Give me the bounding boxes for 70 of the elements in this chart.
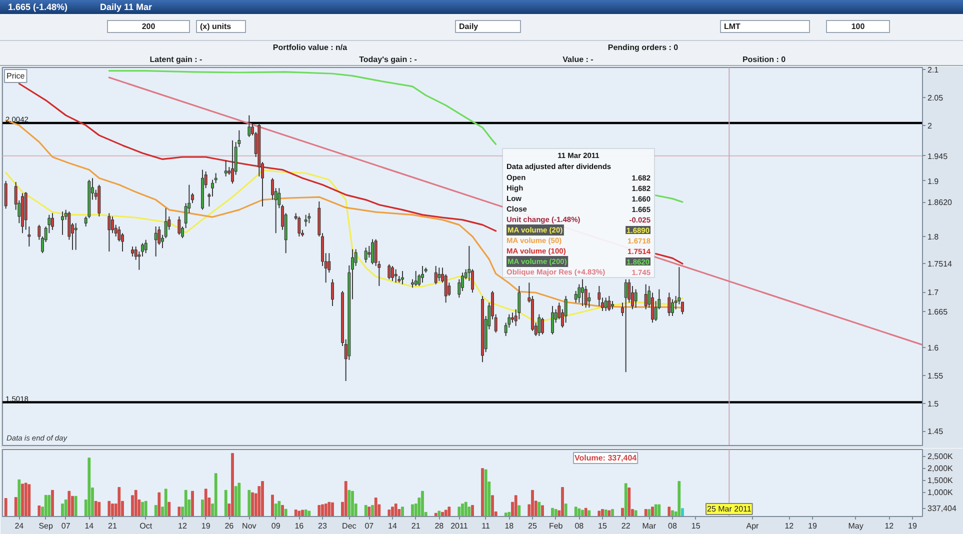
y-tick-label: 1,000K bbox=[928, 488, 954, 498]
x-tick-label: May bbox=[848, 522, 864, 530]
y-tick-label: 1.8 bbox=[928, 232, 940, 242]
x-tick-label: 25 bbox=[528, 522, 538, 530]
text: (x) units bbox=[196, 20, 246, 33]
y-tick-label: 2 bbox=[928, 121, 932, 130]
x-tick-label: 11 bbox=[482, 522, 491, 530]
y-tick-label: 1.7 bbox=[928, 288, 940, 298]
x-tick-label: 16 bbox=[294, 522, 304, 530]
text: Value : - bbox=[562, 55, 594, 65]
x-tick-label: 23 bbox=[318, 522, 328, 530]
x-tick-label: 14 bbox=[84, 522, 94, 530]
ref-line-label: 25 Mar 2011 bbox=[707, 504, 752, 514]
x-tick-label: 08 bbox=[668, 522, 678, 530]
x-tick-label: 08 bbox=[574, 522, 584, 530]
text: Daily 11 Mar bbox=[100, 1, 152, 13]
text: Daily bbox=[455, 20, 521, 33]
x-tick-label: 12 bbox=[178, 522, 188, 530]
x-tick-label: 14 bbox=[388, 522, 398, 530]
text: Portfolio value : n/a bbox=[272, 43, 348, 53]
x-tick-label: 22 bbox=[621, 522, 631, 530]
y-tick-label: 2.05 bbox=[928, 94, 944, 103]
x-tick-label: Dec bbox=[342, 522, 356, 530]
y-tick-label: 1.55 bbox=[928, 371, 944, 380]
x-tick-label: 21 bbox=[411, 522, 421, 530]
x-tick-label: 07 bbox=[61, 522, 71, 530]
text: 1.665 (-1.48%) bbox=[8, 1, 68, 13]
text: Today's gain : - bbox=[358, 55, 418, 65]
y-tick-label: 2.1 bbox=[928, 66, 940, 75]
x-tick-label: 19 bbox=[201, 522, 211, 530]
annotation: Volume: 337,404 bbox=[574, 454, 638, 462]
x-tick-label: 19 bbox=[908, 522, 918, 530]
x-tick-label: Sep bbox=[38, 522, 54, 530]
y-tick-label: 2,000K bbox=[928, 464, 954, 474]
text: Latent gain : - bbox=[148, 55, 204, 65]
text: 100 bbox=[826, 20, 890, 33]
y-tick-label: 1.8620 bbox=[928, 198, 953, 208]
text: LMT bbox=[720, 20, 810, 33]
y-tick-label: 1.9 bbox=[928, 176, 940, 186]
x-tick-label: 09 bbox=[271, 522, 281, 530]
text: Pending orders : 0 bbox=[606, 43, 680, 53]
y-tick-label: 1.6 bbox=[928, 344, 940, 353]
y-tick-label: 1.7514 bbox=[928, 260, 953, 269]
x-tick-label: 19 bbox=[808, 522, 818, 530]
x-tick-label: 07 bbox=[364, 522, 374, 530]
x-tick-label: 15 bbox=[598, 522, 608, 530]
text: Position : 0 bbox=[741, 55, 787, 65]
x-tick-label: 21 bbox=[108, 522, 118, 530]
y-tick-label: 1.945 bbox=[928, 152, 948, 161]
y-tick-label: 337,404 bbox=[928, 504, 957, 513]
x-tick-label: Oct bbox=[140, 522, 153, 530]
x-tick-label: 18 bbox=[504, 522, 514, 530]
x-tick-label: Mar bbox=[642, 522, 656, 530]
x-tick-label: Apr bbox=[746, 522, 760, 530]
text: 200 bbox=[107, 20, 190, 33]
x-tick-label: Nov bbox=[242, 522, 256, 530]
x-tick-label: Feb bbox=[548, 522, 564, 530]
x-tick-label: 12 bbox=[784, 522, 794, 530]
y-tick-label: 1.45 bbox=[928, 427, 944, 436]
y-tick-label: 2,500K bbox=[928, 452, 954, 462]
x-tick-label: 12 bbox=[884, 522, 894, 530]
x-tick-label: 2011 bbox=[450, 522, 468, 530]
y-tick-label: 1.5 bbox=[928, 399, 940, 408]
x-tick-label: 28 bbox=[434, 522, 444, 530]
x-tick-label: 24 bbox=[14, 522, 24, 530]
annotation: Price bbox=[6, 72, 26, 80]
x-tick-label: 26 bbox=[224, 522, 234, 530]
x-tick-label: 15 bbox=[691, 522, 701, 530]
y-tick-label: 1,500K bbox=[928, 476, 954, 486]
y-tick-label: 1.665 bbox=[928, 308, 948, 317]
